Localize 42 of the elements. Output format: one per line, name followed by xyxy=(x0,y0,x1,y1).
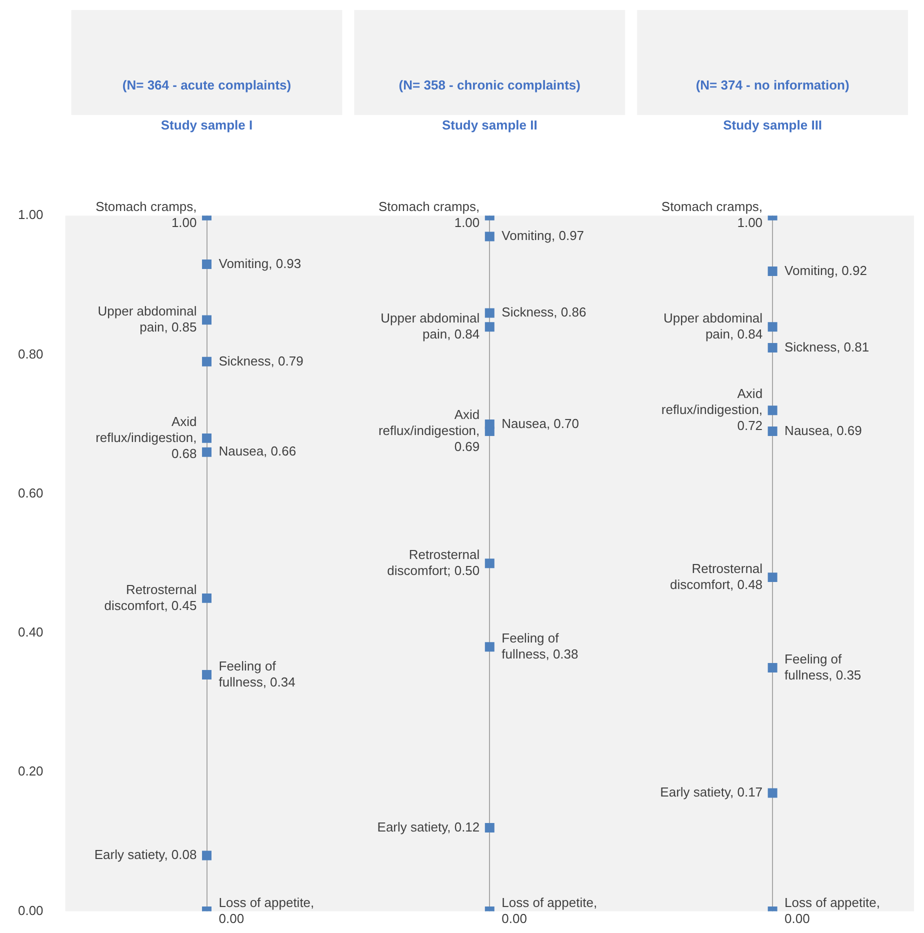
data-label: Upper abdominal pain, 0.84 xyxy=(664,310,763,342)
data-label: Loss of appetite, 0.00 xyxy=(502,894,598,926)
y-tick-label: 0.40 xyxy=(18,624,44,640)
data-label: Nausea, 0.70 xyxy=(502,416,579,431)
data-label: Early satiety, 0.17 xyxy=(660,784,763,800)
data-label: Retrosternal discomfort, 0.45 xyxy=(104,582,197,613)
y-tick-label: 1.00 xyxy=(18,207,44,222)
data-label: Loss of appetite, 0.00 xyxy=(218,894,314,926)
x-tick-label: Study sample I xyxy=(160,117,253,132)
data-label: Vomiting, 0.97 xyxy=(502,228,584,244)
text: (N= 364 - acute complaints) xyxy=(122,78,292,93)
data-label: Upper abdominal pain, 0.84 xyxy=(380,310,480,342)
data-label: Vomiting, 0.92 xyxy=(784,262,867,278)
data-label: Early satiety, 0.08 xyxy=(94,847,197,862)
data-label: Nausea, 0.69 xyxy=(784,422,862,438)
data-label: Stomach cramps, 1.00 xyxy=(96,199,197,230)
data-label: Feeling of fullness, 0.34 xyxy=(218,658,296,690)
data-label: Stomach cramps, 1.00 xyxy=(661,199,763,230)
y-tick-label: 0.80 xyxy=(18,346,44,362)
y-tick-label: 0.60 xyxy=(18,485,44,500)
data-label: Retrosternal discomfort; 0.50 xyxy=(387,546,480,578)
data-label: Axid reflux/indigestion, 0.68 xyxy=(96,414,197,461)
text: (N= 358 - chronic complaints) xyxy=(398,78,580,93)
text: (N= 374 - no information) xyxy=(696,78,850,93)
y-tick-label: 0.00 xyxy=(18,902,44,918)
data-label: Sickness, 0.79 xyxy=(218,353,304,368)
data-label: Sickness, 0.86 xyxy=(502,304,586,320)
data-label: Retrosternal discomfort, 0.48 xyxy=(670,560,763,592)
data-label: Feeling of fullness, 0.35 xyxy=(784,651,862,682)
data-label: Sickness, 0.81 xyxy=(784,339,870,354)
data-label: Nausea, 0.66 xyxy=(218,444,296,459)
y-tick-label: 0.20 xyxy=(18,764,44,779)
data-label: Axid reflux/indigestion, 0.72 xyxy=(661,386,763,433)
data-label: Feeling of fullness, 0.38 xyxy=(502,630,578,662)
data-label: Loss of appetite, 0.00 xyxy=(784,894,880,926)
data-label: Early satiety, 0.12 xyxy=(377,819,480,834)
x-tick-label: Study sample II xyxy=(442,117,538,132)
data-label: Upper abdominal pain, 0.85 xyxy=(98,304,197,335)
data-label: Axid reflux/indigestion, 0.69 xyxy=(378,406,480,454)
data-label: Stomach cramps, 1.00 xyxy=(378,199,480,230)
data-label: Vomiting, 0.93 xyxy=(218,256,302,271)
x-tick-label: Study sample III xyxy=(723,117,822,132)
